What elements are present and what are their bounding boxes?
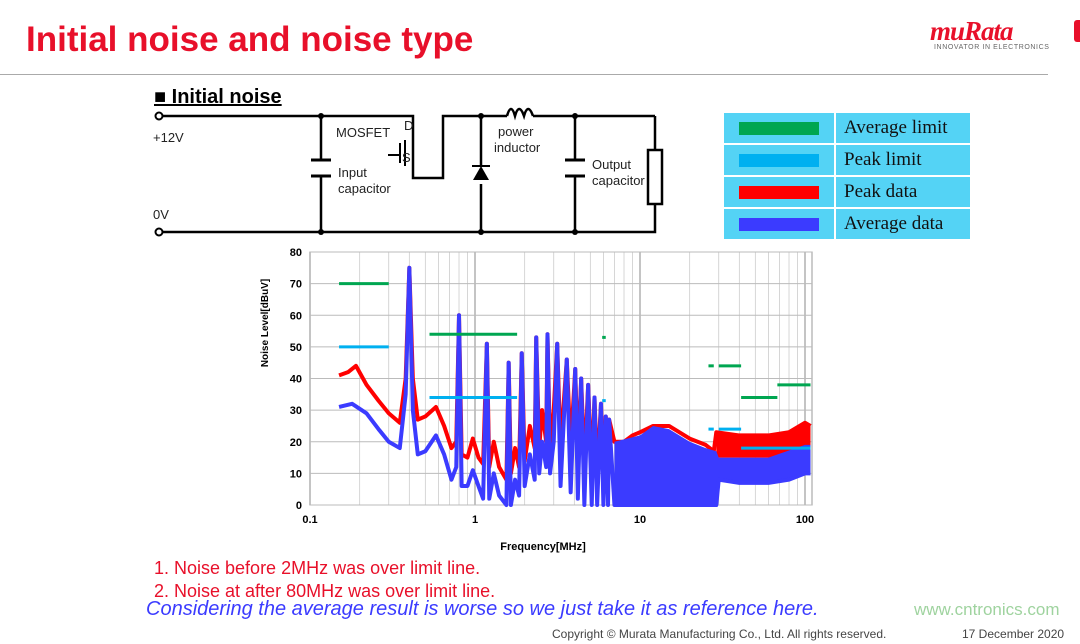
x-tick-label: 1 [472,514,478,526]
y-tick-label: 20 [290,437,302,449]
legend-average-limit: Average limit [724,113,970,143]
label-0v: 0V [153,207,169,222]
section-heading: ■ Initial noise [154,86,282,108]
edge-mark [1074,20,1080,42]
label-inductor-2: inductor [494,140,541,155]
legend-swatch [739,185,819,199]
average-data-line [338,265,811,507]
y-tick-label: 10 [290,468,302,480]
slide-title: Initial noise and noise type [26,20,474,59]
load-resistor [646,148,664,206]
y-tick-label: 0 [296,500,302,512]
watermark: www.cntronics.com [914,600,1060,619]
label-input-cap-2: capacitor [338,181,391,196]
legend-label: Peak data [844,181,918,202]
note-2: 2. Noise at after 80MHz was over limit l… [154,581,496,601]
legend-average-data: Average data [724,209,970,239]
slide-date: 17 December 2020 [962,627,1065,641]
legend-swatch [739,153,819,167]
y-axis-label: Noise Level[dBuV] [260,279,271,367]
label-12v: +12V [153,130,184,145]
diode-icon [473,166,489,180]
y-tick-label: 50 [290,342,302,354]
label-source: S [402,150,411,165]
legend-label: Average limit [844,117,948,138]
legend-label: Peak limit [844,149,922,170]
legend-peak-limit: Peak limit [724,145,970,175]
murata-logo: muRata [930,16,1014,46]
label-inductor-1: power [498,124,534,139]
x-tick-label: 0.1 [302,514,317,526]
x-axis-label: Frequency[MHz] [500,541,586,553]
title-divider [0,74,1048,75]
average-data-band [614,425,811,505]
y-tick-label: 30 [290,405,302,417]
legend-swatch [739,121,819,135]
label-drain: D [404,118,413,133]
noise-chart: 0 10 20 30 40 50 60 70 80 0.1 1 10 100 Frequency[MHz… [260,247,814,553]
y-tick-label: 60 [290,310,302,322]
note-1: 1. Noise before 2MHz was over limit line… [154,558,481,578]
buck-circuit-diagram: +12V 0V MOSFET D S Input capacitor power… [153,107,664,237]
label-mosfet: MOSFET [336,125,390,140]
reference-note: Considering the average result is worse … [146,598,819,620]
y-tick-label: 80 [290,247,302,259]
logo-tagline: INNOVATOR IN ELECTRONICS [934,44,1050,51]
x-tick-label: 10 [634,514,646,526]
label-output-cap-1: Output [592,157,631,172]
label-output-cap-2: capacitor [592,173,645,188]
legend-swatch [739,217,819,231]
label-input-cap-1: Input [338,165,367,180]
y-tick-label: 40 [290,374,302,386]
chart-legend: Average limit Peak limit Peak data Avera… [724,113,970,241]
copyright: Copyright © Murata Manufacturing Co., Lt… [552,627,887,641]
x-tick-label: 100 [796,514,814,526]
legend-peak-data: Peak data [724,177,970,207]
peak-data-line [338,265,812,482]
y-tick-label: 70 [290,279,302,291]
legend-label: Average data [844,213,944,234]
